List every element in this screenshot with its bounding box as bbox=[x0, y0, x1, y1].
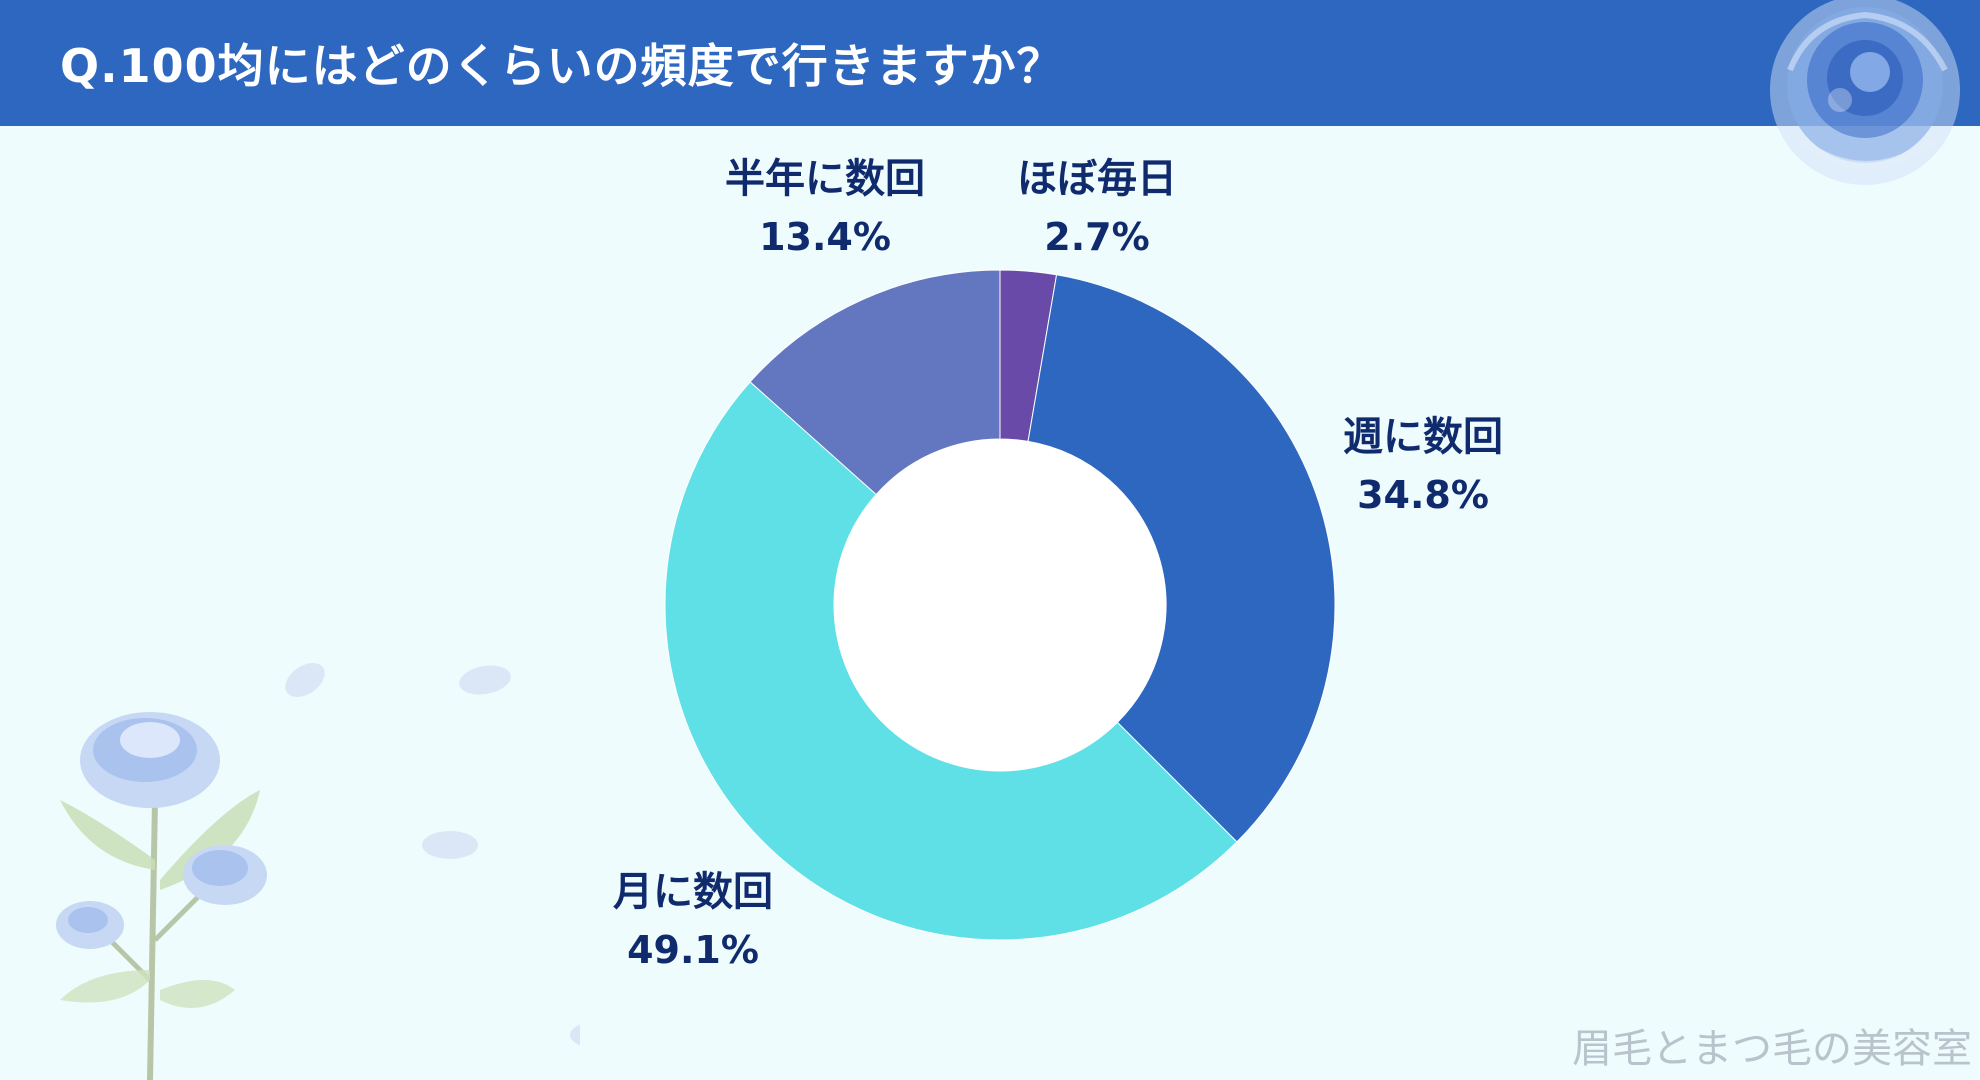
title-bar: Q.100均にはどのくらいの頻度で行きますか？ bbox=[0, 0, 1980, 126]
label-shuu-ni-suukai: 週に数回 34.8% bbox=[1343, 408, 1503, 524]
label-text: ほぼ毎日 bbox=[1017, 156, 1177, 202]
page-title: Q.100均にはどのくらいの頻度で行きますか？ bbox=[60, 39, 1064, 93]
label-text: 半年に数回 bbox=[725, 156, 925, 202]
rose-decoration-top-right bbox=[1770, 0, 1960, 185]
label-value: 13.4% bbox=[759, 215, 891, 259]
rose-bouquet-decoration bbox=[56, 662, 580, 1080]
label-hantoshi-ni-suukai: 半年に数回 13.4% bbox=[725, 150, 925, 266]
donut-hole bbox=[834, 439, 1166, 771]
watermark: 眉毛とまつ毛の美容室 bbox=[1572, 1026, 1972, 1072]
label-hobo-mainichi: ほぼ毎日 2.7% bbox=[1017, 150, 1177, 266]
label-value: 34.8% bbox=[1357, 473, 1489, 517]
label-text: 月に数回 bbox=[613, 869, 773, 915]
label-tsuki-ni-suukai: 月に数回 49.1% bbox=[613, 863, 773, 979]
label-value: 49.1% bbox=[627, 928, 759, 972]
label-text: 週に数回 bbox=[1343, 414, 1503, 460]
label-value: 2.7% bbox=[1044, 215, 1150, 259]
